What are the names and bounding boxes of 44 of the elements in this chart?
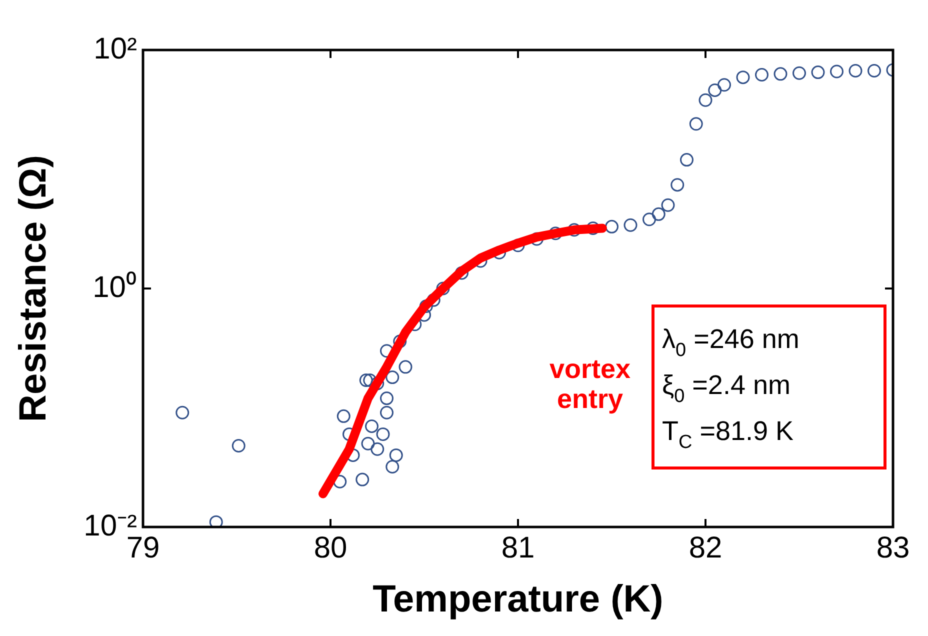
x-axis-title: Temperature (K): [372, 578, 664, 621]
point: [670, 178, 684, 192]
point: [365, 419, 378, 433]
point: [380, 406, 394, 420]
point: [386, 460, 400, 474]
annotation: vortex entry: [549, 354, 631, 414]
x-tick-label: 81: [501, 531, 535, 564]
point: [386, 370, 400, 384]
point: [708, 83, 722, 97]
point: [380, 392, 394, 406]
point: [370, 442, 384, 456]
y-tick-label: 10²: [94, 32, 138, 66]
point: [389, 448, 403, 462]
point: [774, 67, 788, 81]
x-tick-label: 82: [688, 531, 722, 564]
point: [680, 153, 694, 167]
point: [176, 406, 190, 420]
point: [624, 218, 638, 232]
point: [868, 64, 881, 78]
point: [398, 360, 412, 374]
point: [755, 68, 768, 82]
point: [359, 374, 373, 388]
point: [661, 198, 675, 212]
x-tick-label: 80: [314, 531, 348, 564]
point: [361, 436, 375, 450]
point: [718, 78, 731, 92]
x-tick-label: 83: [876, 531, 910, 564]
point: [698, 93, 712, 107]
point: [689, 117, 703, 131]
y-axis-title: Resistance (Ω): [12, 154, 54, 422]
point: [830, 64, 844, 78]
point: [642, 212, 656, 226]
point: [376, 427, 390, 441]
point: [811, 66, 825, 80]
point: [232, 439, 246, 453]
point: [848, 64, 862, 78]
point: [336, 409, 350, 423]
point: [209, 515, 223, 527]
point: [792, 66, 806, 80]
y-tick-label: 10⁰: [92, 270, 137, 304]
point: [356, 472, 370, 486]
point: [736, 70, 750, 84]
point: [652, 207, 666, 221]
point: [605, 220, 618, 234]
